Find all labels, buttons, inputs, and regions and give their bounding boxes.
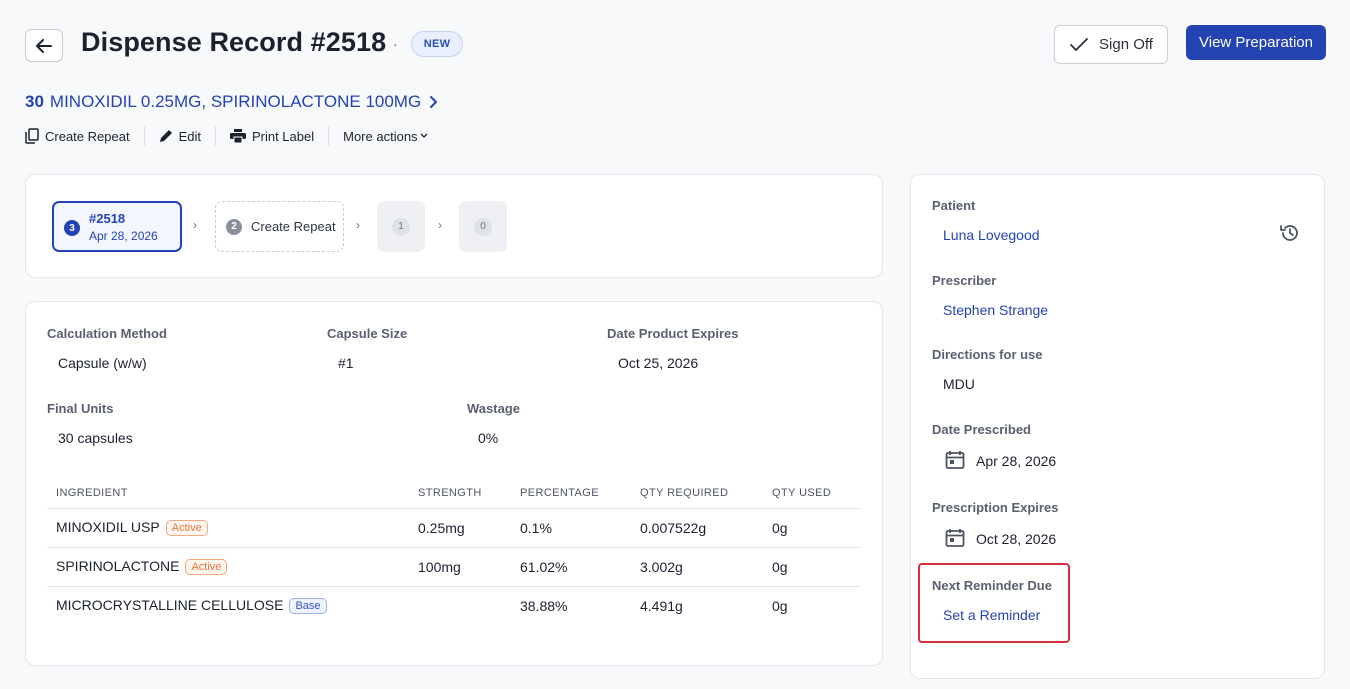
- edit-label: Edit: [178, 128, 201, 144]
- step-number: 3: [64, 220, 80, 236]
- prescription-name: MINOXIDIL 0.25MG, SPIRINOLACTONE 100MG: [49, 92, 422, 111]
- calendar-icon: [945, 450, 965, 475]
- status-badge: NEW: [411, 31, 463, 57]
- chevron-right-icon: ›: [193, 218, 197, 232]
- step-number: 2: [226, 218, 242, 235]
- table-row: SPIRINOLACTONE Active 100mg 61.02% 3.002g…: [47, 547, 860, 587]
- prescription-link[interactable]: 30 MINOXIDIL 0.25MG, SPIRINOLACTONE 100M…: [25, 92, 439, 112]
- expires-value: Oct 25, 2026: [618, 355, 699, 371]
- more-actions-label: More actions: [343, 128, 418, 144]
- final-units-value: 30 capsules: [58, 430, 133, 446]
- check-icon: [1070, 37, 1088, 51]
- directions-label: Directions for use: [932, 347, 1043, 362]
- calc-method-label: Calculation Method: [47, 326, 167, 341]
- expires-label: Date Product Expires: [607, 326, 739, 341]
- capsule-size-label: Capsule Size: [327, 326, 408, 341]
- prescriber-link[interactable]: Stephen Strange: [943, 302, 1049, 318]
- prescription-quantity: 30: [25, 92, 44, 111]
- back-button[interactable]: [25, 29, 63, 62]
- chevron-right-icon: ›: [438, 218, 442, 232]
- step-number: 1: [392, 217, 410, 236]
- rx-expires-label: Prescription Expires: [932, 500, 1059, 515]
- wastage-value: 0%: [478, 430, 499, 446]
- prescriber-label: Prescriber: [932, 273, 997, 288]
- qty-required-cell: 4.491g: [640, 597, 683, 614]
- ingredients-table: INGREDIENT STRENGTH PERCENTAGE QTY REQUI…: [47, 478, 860, 625]
- date-prescribed-value: Apr 28, 2026: [976, 453, 1057, 469]
- arrow-left-icon: [36, 38, 52, 53]
- date-prescribed-label: Date Prescribed: [932, 422, 1031, 437]
- final-units-label: Final Units: [47, 401, 114, 416]
- set-reminder-link[interactable]: Set a Reminder: [943, 607, 1041, 623]
- view-preparation-button[interactable]: View Preparation: [1186, 25, 1326, 60]
- step-current[interactable]: 3 #2518 Apr 28, 2026: [52, 201, 182, 252]
- percentage-cell: 0.1%: [511, 508, 631, 548]
- rx-expires-value: Oct 28, 2026: [976, 531, 1057, 547]
- qty-used-cell: 0g: [763, 508, 860, 548]
- page-title: Dispense Record #2518: [81, 27, 387, 57]
- step-create-repeat[interactable]: 2 Create Repeat: [215, 201, 344, 252]
- column-header: INGREDIENT: [47, 478, 409, 509]
- calc-method-value: Capsule (w/w): [58, 355, 147, 371]
- create-repeat-action[interactable]: Create Repeat: [25, 126, 145, 146]
- prescription-info-card: [910, 174, 1325, 679]
- qty-used-cell: 0g: [763, 547, 860, 587]
- table-row: MINOXIDIL USP Active 0.25mg 0.1% 0.007522…: [47, 508, 860, 548]
- column-header: STRENGTH: [409, 478, 511, 509]
- wastage-label: Wastage: [467, 401, 520, 416]
- strength-cell: [409, 586, 511, 625]
- printer-icon: [229, 129, 246, 143]
- ingredient-name: MICROCRYSTALLINE CELLULOSE: [56, 597, 284, 614]
- qty-required-cell: 3.002g: [631, 547, 763, 587]
- reminder-label: Next Reminder Due: [932, 578, 1052, 593]
- chevron-down-icon: [420, 133, 428, 138]
- step-number: 0: [474, 217, 492, 236]
- table-header-row: INGREDIENT STRENGTH PERCENTAGE QTY REQUI…: [47, 478, 860, 509]
- column-header: QTY USED: [763, 478, 860, 509]
- ingredient-name: SPIRINOLACTONE: [56, 558, 180, 574]
- column-header: QTY REQUIRED: [631, 478, 763, 509]
- step-date: Apr 28, 2026: [89, 229, 158, 243]
- sign-off-label: Sign Off: [1099, 36, 1153, 53]
- strength-cell: 100mg: [409, 547, 511, 587]
- ingredient-cell: SPIRINOLACTONE Active: [47, 547, 409, 587]
- directions-value: MDU: [943, 376, 975, 392]
- patient-label: Patient: [932, 198, 976, 213]
- patient-link[interactable]: Luna Lovegood: [943, 227, 1040, 243]
- strength-cell: 0.25mg: [409, 508, 511, 548]
- step-repeat-1[interactable]: 1: [377, 201, 425, 252]
- capsule-size-value: #1: [338, 355, 354, 371]
- ingredient-cell: MINOXIDIL USP Active: [47, 508, 409, 548]
- title-separator: ·: [393, 36, 398, 52]
- step-label: Create Repeat: [251, 219, 336, 234]
- ingredient-name: MINOXIDIL USP: [56, 519, 160, 535]
- chevron-right-icon: [430, 96, 438, 108]
- more-actions-dropdown[interactable]: More actions: [329, 126, 441, 146]
- print-label-text: Print Label: [251, 128, 315, 144]
- ingredient-tag: Active: [165, 520, 208, 536]
- qty-required-cell: 0.007522g: [631, 508, 763, 548]
- action-toolbar: Create Repeat Edit Print Label More acti…: [25, 126, 442, 146]
- step-repeat-2[interactable]: 0: [459, 201, 507, 252]
- percentage-cell: 61.02%: [511, 547, 631, 587]
- ingredient-tag: Base: [289, 598, 327, 615]
- print-label-action[interactable]: Print Label: [216, 126, 330, 146]
- edit-action[interactable]: Edit: [145, 126, 216, 146]
- calendar-icon: [945, 528, 965, 553]
- qty-used-cell: 0g: [772, 597, 788, 614]
- reminder-highlight: [918, 563, 1070, 643]
- history-icon[interactable]: [1279, 222, 1301, 249]
- pencil-icon: [159, 130, 172, 142]
- ingredient-cell: MICROCRYSTALLINE CELLULOSE Base: [47, 586, 409, 625]
- copy-icon: [25, 128, 39, 144]
- table-row: MICROCRYSTALLINE CELLULOSE Base 38.88% 4.…: [47, 586, 860, 625]
- ingredient-tag: Active: [185, 559, 228, 575]
- step-id: #2518: [89, 211, 126, 226]
- chevron-right-icon: ›: [356, 218, 360, 232]
- sign-off-button[interactable]: Sign Off: [1054, 25, 1168, 64]
- create-repeat-label: Create Repeat: [45, 128, 130, 144]
- percentage-cell: 38.88%: [520, 597, 568, 614]
- column-header: PERCENTAGE: [511, 478, 631, 509]
